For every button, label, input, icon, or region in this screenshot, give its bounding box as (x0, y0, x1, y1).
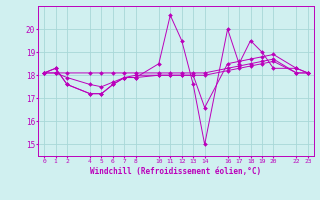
X-axis label: Windchill (Refroidissement éolien,°C): Windchill (Refroidissement éolien,°C) (91, 167, 261, 176)
